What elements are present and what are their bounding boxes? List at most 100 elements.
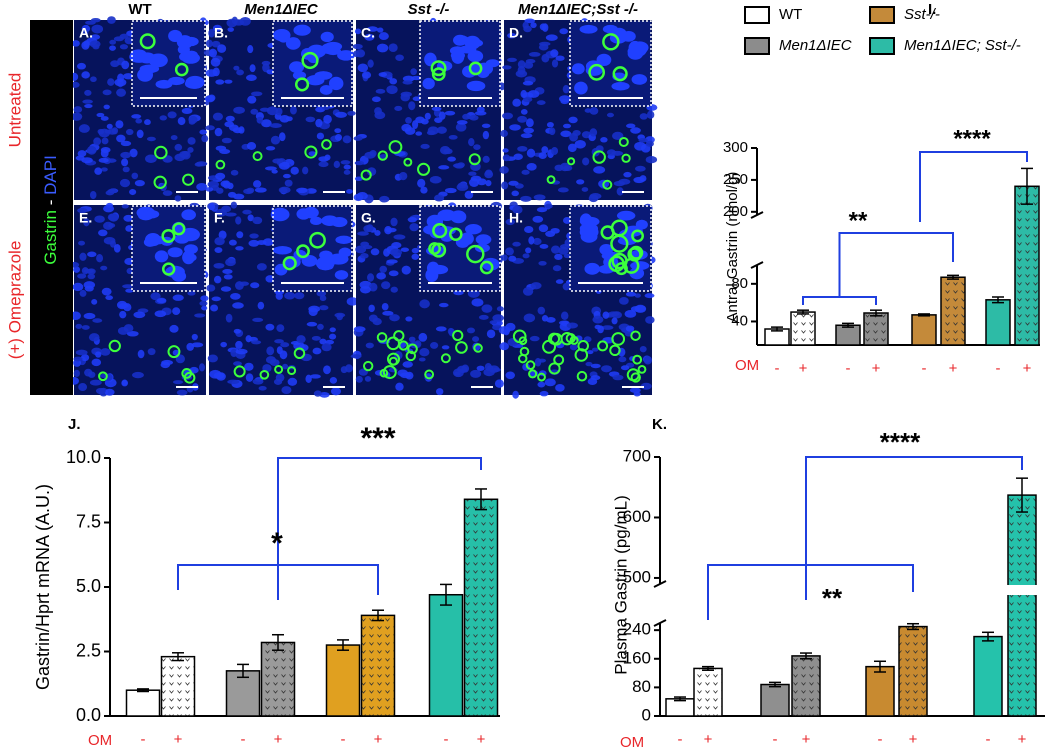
gastrin-cell <box>387 352 401 366</box>
y-tick-label: 300 <box>723 139 748 156</box>
nucleus <box>522 21 529 29</box>
nucleus <box>172 294 184 301</box>
nucleus <box>405 316 413 322</box>
nucleus <box>169 324 179 333</box>
nucleus <box>412 120 419 130</box>
bar <box>898 625 928 717</box>
nucleus <box>250 282 260 289</box>
nucleus <box>402 80 413 85</box>
nucleus <box>530 22 537 29</box>
nucleus <box>84 368 93 377</box>
nucleus <box>305 116 316 123</box>
nucleus <box>439 302 449 308</box>
nucleus <box>376 27 384 33</box>
gastrin-cell <box>611 332 626 346</box>
nucleus <box>394 105 403 111</box>
x-tick-label: + <box>949 360 958 377</box>
nucleus <box>494 379 504 388</box>
inset-nucleus <box>183 253 197 262</box>
nucleus <box>468 171 477 176</box>
nucleus <box>539 41 551 47</box>
nucleus <box>208 202 216 211</box>
nucleus <box>256 116 264 124</box>
y-tick-label: 240 <box>623 620 651 639</box>
nucleus <box>397 369 409 377</box>
nucleus <box>89 190 97 200</box>
nucleus <box>102 89 112 96</box>
gastrin-cell <box>252 151 263 162</box>
nucleus <box>230 201 238 209</box>
bar <box>225 670 261 717</box>
inset-nucleus <box>181 209 196 221</box>
nucleus <box>114 78 127 87</box>
nucleus <box>124 257 135 265</box>
nucleus <box>354 28 362 35</box>
inset-nucleus <box>310 216 323 226</box>
nucleus <box>252 216 263 225</box>
nucleus <box>104 388 115 396</box>
nucleus <box>474 110 487 116</box>
nucleus <box>589 128 598 137</box>
nucleus <box>252 378 264 385</box>
nucleus <box>558 320 569 325</box>
inset-nucleus <box>184 244 198 255</box>
nucleus <box>517 60 526 69</box>
nucleus <box>420 143 430 149</box>
x-tick-label: - <box>996 360 1001 377</box>
nucleus <box>278 161 290 170</box>
nucleus <box>567 143 577 153</box>
bar <box>835 324 861 346</box>
significance-bracket <box>919 151 1028 222</box>
nucleus <box>278 186 291 194</box>
axis-break <box>653 580 667 588</box>
micrograph: E. <box>68 202 209 397</box>
nucleus <box>212 112 223 121</box>
nucleus <box>524 226 534 234</box>
inset-nucleus <box>321 43 334 54</box>
gastrin-cell <box>388 140 403 154</box>
inset-nucleus <box>129 50 149 63</box>
nucleus <box>88 333 100 342</box>
nucleus <box>249 64 256 73</box>
y-tick-label: 5.0 <box>76 576 101 596</box>
nucleus <box>212 24 222 32</box>
inset-gastrin-cell <box>614 262 628 276</box>
nucleus <box>566 322 579 329</box>
inset-nucleus <box>138 211 154 221</box>
nucleus <box>129 148 138 158</box>
nucleus <box>489 320 498 325</box>
nucleus <box>560 311 569 321</box>
nucleus <box>505 247 514 256</box>
inset-nucleus <box>451 50 465 64</box>
gastrin-cell <box>259 369 270 380</box>
nucleus <box>512 205 523 214</box>
nucleus <box>539 23 547 31</box>
gastrin-cell <box>569 335 579 345</box>
nucleus <box>537 381 546 388</box>
nucleus <box>546 121 554 128</box>
nucleus <box>522 96 533 103</box>
gastrin-cell <box>468 153 481 166</box>
nucleus <box>405 117 412 124</box>
inset-nucleus <box>181 52 200 64</box>
nucleus <box>115 120 124 129</box>
nucleus <box>243 188 254 195</box>
inset-nucleus <box>602 24 618 34</box>
nucleus <box>274 339 284 344</box>
nucleus <box>509 124 521 131</box>
nucleus <box>257 301 265 310</box>
nucleus <box>213 275 222 284</box>
nucleus <box>147 348 156 356</box>
nucleus <box>107 213 118 222</box>
nucleus <box>435 326 447 332</box>
gastrin-cell <box>602 179 613 190</box>
gastrin-cell <box>548 362 561 375</box>
nucleus <box>154 310 167 318</box>
nucleus <box>415 116 425 124</box>
micrograph: G. <box>350 201 505 396</box>
nucleus <box>624 309 637 318</box>
x-tick-label: + <box>1018 731 1027 748</box>
nucleus <box>511 190 519 197</box>
nucleus <box>606 112 615 118</box>
nucleus <box>528 52 541 57</box>
